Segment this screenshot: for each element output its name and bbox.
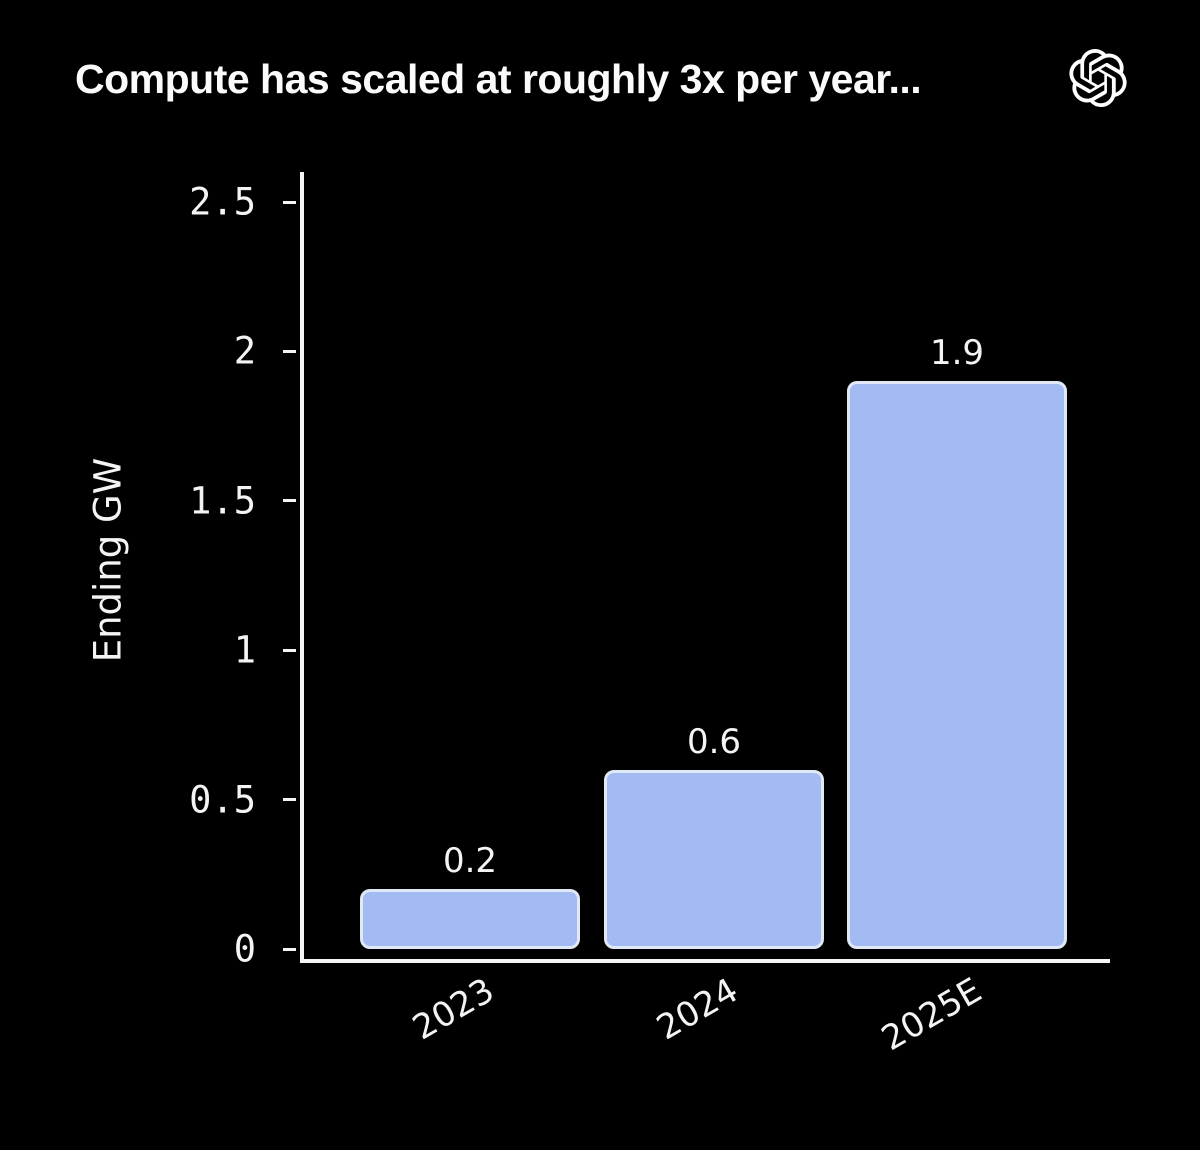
x-tick-label: 2024 bbox=[650, 970, 746, 1049]
x-tick-label: 2025E bbox=[874, 970, 989, 1060]
y-tick-label: 2 bbox=[233, 329, 256, 373]
x-tick-label: 2023 bbox=[406, 970, 502, 1049]
y-tick-label: 0 bbox=[233, 927, 256, 971]
chart-title: Compute has scaled at roughly 3x per yea… bbox=[75, 56, 922, 102]
y-axis-line bbox=[300, 172, 304, 963]
y-axis-label: Ending GW bbox=[86, 457, 130, 663]
bar-2025E bbox=[847, 381, 1067, 949]
bar-value-label: 0.6 bbox=[686, 722, 742, 762]
y-tick-label: 1.5 bbox=[189, 479, 256, 523]
y-tick-mark bbox=[283, 349, 296, 353]
x-axis-line bbox=[300, 959, 1110, 963]
bar-value-label: 0.2 bbox=[442, 841, 498, 881]
bar-value-label: 1.9 bbox=[929, 333, 985, 373]
y-tick-mark bbox=[283, 200, 296, 204]
y-tick-mark bbox=[283, 798, 296, 802]
openai-logo-icon bbox=[1069, 49, 1127, 108]
y-tick-label: 0.5 bbox=[189, 778, 256, 822]
bar-2023 bbox=[360, 889, 580, 949]
y-tick-mark bbox=[283, 947, 296, 951]
y-tick-label: 2.5 bbox=[189, 180, 256, 224]
y-tick-mark bbox=[283, 648, 296, 652]
y-tick-label: 1 bbox=[233, 628, 256, 672]
bar-2024 bbox=[604, 770, 824, 949]
y-tick-mark bbox=[283, 499, 296, 503]
